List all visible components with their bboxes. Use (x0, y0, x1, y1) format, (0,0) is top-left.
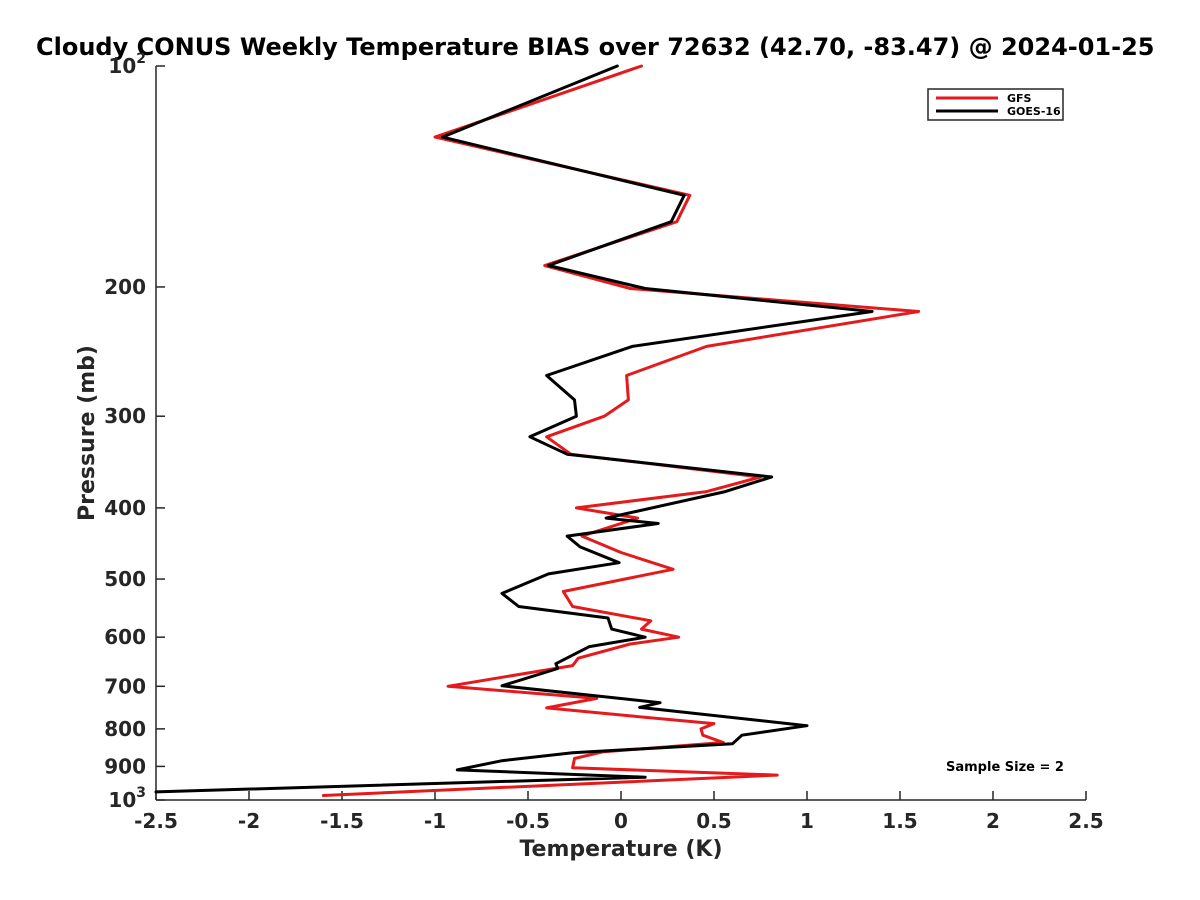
x-axis-label: Temperature (K) (519, 837, 722, 862)
x-ticks: -2.5 -2 -1.5 -1 -0.5 0 0.5 1 1.5 2 2.5 (134, 791, 1104, 833)
sample-size-annotation: Sample Size = 2 (946, 760, 1064, 775)
x-tick-label: 0.5 (696, 809, 731, 833)
y-tick-label-exponent: 2 (136, 51, 146, 67)
axes: -2.5 -2 -1.5 -1 -0.5 0 0.5 1 1.5 2 2.5 10220030040… (104, 51, 1103, 833)
legend-box (927, 88, 1064, 121)
y-tick-label-exponent: 3 (136, 785, 146, 801)
x-tick-label: -1.5 (320, 809, 364, 833)
series-line-goes16 (154, 64, 874, 794)
x-tick-label: 1 (800, 809, 814, 833)
y-tick-label: 102 (108, 51, 146, 78)
x-tick-label: -2 (238, 809, 260, 833)
y-tick-label: 700 (104, 674, 146, 698)
x-tick-label: -0.5 (506, 809, 550, 833)
x-tick-label: 0 (614, 809, 628, 833)
y-tick-label-base: 10 (108, 54, 136, 78)
legend: GFS GOES-16 (927, 88, 1064, 121)
y-tick-label: 800 (104, 717, 146, 741)
y-tick-label: 500 (104, 567, 146, 591)
x-tick-label: -2.5 (134, 809, 178, 833)
x-tick-label: 2 (986, 809, 1000, 833)
x-tick-label: -1 (424, 809, 446, 833)
x-tick-label: 1.5 (882, 809, 917, 833)
y-tick-label: 600 (104, 625, 146, 649)
y-tick-label: 400 (104, 496, 146, 520)
legend-label-goes16: GOES-16 (1007, 105, 1061, 118)
chart-title: Cloudy CONUS Weekly Temperature BIAS ove… (36, 33, 1154, 61)
x-tick-label: 2.5 (1068, 809, 1103, 833)
y-tick-label: 103 (108, 785, 146, 812)
series-group (154, 64, 921, 797)
legend-label-gfs: GFS (1007, 92, 1032, 105)
y-tick-label: 900 (104, 754, 146, 778)
y-tick-label-base: 10 (108, 788, 136, 812)
y-axis-label: Pressure (mb) (75, 345, 100, 521)
series-line-gfs (321, 64, 921, 797)
y-tick-label: 200 (104, 275, 146, 299)
y-tick-label: 300 (104, 404, 146, 428)
